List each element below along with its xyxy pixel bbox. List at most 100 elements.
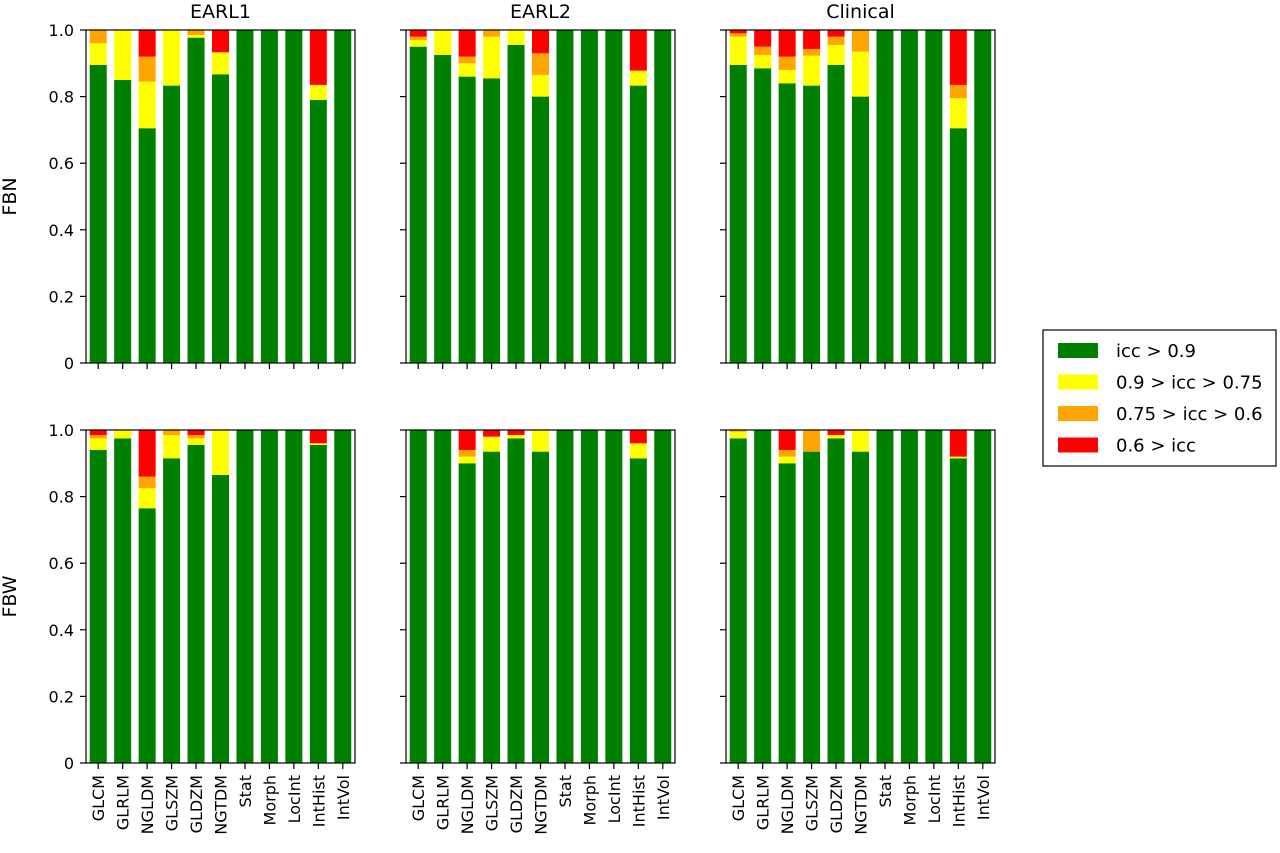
bar-ngldm-0-9-icc-0-75: [458, 63, 476, 77]
bar-glcm-0-9-icc-0-75: [409, 39, 427, 47]
legend-label-0-6-icc: 0.6 > icc: [1116, 436, 1196, 457]
column-title-earl2: EARL2: [510, 1, 571, 23]
bar-gldzm-0-9-icc-0-75: [827, 435, 845, 439]
x-tick-label-glcm: GLCM: [409, 775, 428, 821]
x-tick-label-gldzm: GLDZM: [507, 775, 526, 833]
bar-stat-icc-0-9: [556, 430, 574, 763]
bar-morph-icc-0-9: [580, 30, 598, 363]
legend-label-0-9-icc-0-75: 0.9 > icc > 0.75: [1116, 373, 1263, 394]
bar-ngldm-icc-0-9: [778, 83, 796, 363]
column-title-earl1: EARL1: [190, 1, 251, 23]
y-tick-label: 0.2: [49, 287, 74, 306]
bar-locint-icc-0-9: [925, 430, 943, 763]
bar-glszm-0-75-icc-0-6: [483, 30, 501, 37]
bar-glcm-0-75-icc-0-6: [729, 430, 747, 432]
bar-intvol-icc-0-9: [974, 430, 992, 763]
bar-ngtdm-icc-0-9: [212, 474, 229, 763]
x-tick-label-locint: LocInt: [925, 775, 944, 823]
x-tick-label-ngldm: NGLDM: [458, 775, 477, 834]
bar-glszm-icc-0-9: [163, 458, 181, 763]
bar-ngldm-0-6-icc: [458, 430, 476, 450]
x-tick-label-glcm: GLCM: [729, 775, 748, 821]
bar-glszm-icc-0-9: [803, 85, 821, 364]
x-tick-label-stat: Stat: [556, 775, 575, 808]
bar-glrlm-icc-0-9: [754, 430, 772, 763]
bar-ngldm-0-6-icc: [138, 30, 156, 57]
bar-ngtdm-0-6-icc: [212, 30, 229, 53]
bar-glszm-0-75-icc-0-6: [163, 430, 181, 435]
bar-glcm-0-9-icc-0-75: [729, 431, 747, 439]
panel-fbw-earl2: GLCM GLRLM NGLDM GLSZM GLDZM NGTDM Stat Morph Lo…: [400, 429, 676, 835]
x-tick-label-morph: Morph: [580, 775, 599, 825]
x-tick-label-glcm: GLCM: [89, 775, 108, 821]
bar-gldzm-0-75-icc-0-6: [827, 36, 845, 45]
bar-ngldm-0-9-icc-0-75: [458, 456, 476, 464]
bar-ngldm-0-75-icc-0-6: [138, 56, 156, 82]
y-tick-label: 0.4: [49, 221, 74, 240]
bar-ngldm-0-6-icc: [458, 30, 476, 57]
x-tick-label-morph: Morph: [260, 775, 279, 825]
x-tick-label-ngtdm: NGTDM: [212, 775, 231, 835]
bar-gldzm-0-6-icc: [507, 430, 525, 435]
bar-gldzm-icc-0-9: [507, 44, 525, 364]
bar-inthist-icc-0-9: [309, 99, 327, 364]
bar-inthist-0-6-icc: [309, 430, 327, 444]
panel-fbn-earl1: 0 0.2 0.4 0.6 0.8 1.0 EARL1 FBN: [0, 1, 356, 373]
bar-glrlm-icc-0-9: [114, 79, 132, 363]
x-tick-label-inthist: IntHist: [309, 775, 328, 827]
bar-inthist-0-9-icc-0-75: [629, 70, 647, 86]
bar-ngtdm-0-75-icc-0-6: [532, 53, 549, 75]
bar-glcm-0-75-icc-0-6: [89, 435, 107, 439]
y-tick-label: 0.6: [49, 154, 74, 173]
bar-ngtdm-0-9-icc-0-75: [852, 51, 869, 97]
bar-glszm-0-75-icc-0-6: [803, 48, 821, 56]
bar-ngldm-0-75-icc-0-6: [778, 449, 796, 457]
bar-locint-icc-0-9: [605, 430, 623, 763]
bar-gldzm-0-75-icc-0-6: [187, 435, 205, 439]
bar-gldzm-0-75-icc-0-6: [187, 30, 205, 35]
bar-glrlm-0-9-icc-0-75: [114, 30, 132, 80]
bar-glcm-0-6-icc: [729, 30, 747, 34]
y-tick-label: 0.8: [49, 88, 74, 107]
y-tick-label: 0.8: [49, 488, 74, 507]
bar-morph-icc-0-9: [260, 430, 278, 763]
bar-glcm-icc-0-9: [409, 430, 427, 763]
bar-glrlm-icc-0-9: [434, 430, 452, 763]
y-tick-label: 0: [64, 754, 74, 773]
legend-label-0-75-icc-0-6: 0.75 > icc > 0.6: [1116, 404, 1263, 425]
x-tick-label-glszm: GLSZM: [803, 775, 822, 831]
x-tick-label-glszm: GLSZM: [163, 775, 182, 831]
bar-glrlm-0-9-icc-0-75: [754, 54, 772, 69]
bar-locint-icc-0-9: [285, 30, 303, 363]
bar-ngtdm-icc-0-9: [532, 96, 549, 363]
bar-ngldm-icc-0-9: [138, 508, 156, 763]
bar-ngldm-0-9-icc-0-75: [778, 69, 796, 84]
bar-locint-icc-0-9: [605, 30, 623, 363]
legend-swatch-0-75-icc-0-6: [1058, 406, 1098, 421]
bar-inthist-0-9-icc-0-75: [309, 84, 327, 100]
bar-glcm-0-75-icc-0-6: [89, 30, 107, 44]
panel-fbn-clinical: Clinical: [720, 1, 996, 369]
bar-glcm-0-9-icc-0-75: [729, 36, 747, 65]
column-title-clinical: Clinical: [826, 1, 895, 23]
bar-gldzm-icc-0-9: [827, 438, 845, 763]
x-tick-label-glrlm: GLRLM: [754, 775, 773, 830]
bar-glcm-icc-0-9: [729, 438, 747, 763]
bar-glcm-0-75-icc-0-6: [729, 33, 747, 37]
bar-ngtdm-0-9-icc-0-75: [212, 430, 229, 475]
bar-intvol-icc-0-9: [654, 30, 672, 363]
bar-inthist-0-6-icc: [629, 30, 647, 71]
bar-glszm-0-9-icc-0-75: [163, 30, 181, 86]
bar-glszm-0-6-icc: [803, 30, 821, 49]
bar-glszm-icc-0-9: [803, 451, 821, 763]
bar-glszm-0-9-icc-0-75: [483, 36, 501, 79]
bar-inthist-icc-0-9: [949, 458, 967, 763]
x-tick-label-ngtdm: NGTDM: [852, 775, 871, 835]
bar-ngldm-0-75-icc-0-6: [458, 449, 476, 457]
bar-ngldm-0-6-icc: [138, 430, 156, 477]
bar-glcm-0-6-icc: [89, 430, 107, 435]
panel-fbw-clinical: GLCM GLRLM NGLDM GLSZM GLDZM NGTDM Stat Morph Lo…: [720, 429, 996, 835]
x-tick-label-stat: Stat: [236, 775, 255, 808]
bar-ngldm-icc-0-9: [458, 463, 476, 763]
